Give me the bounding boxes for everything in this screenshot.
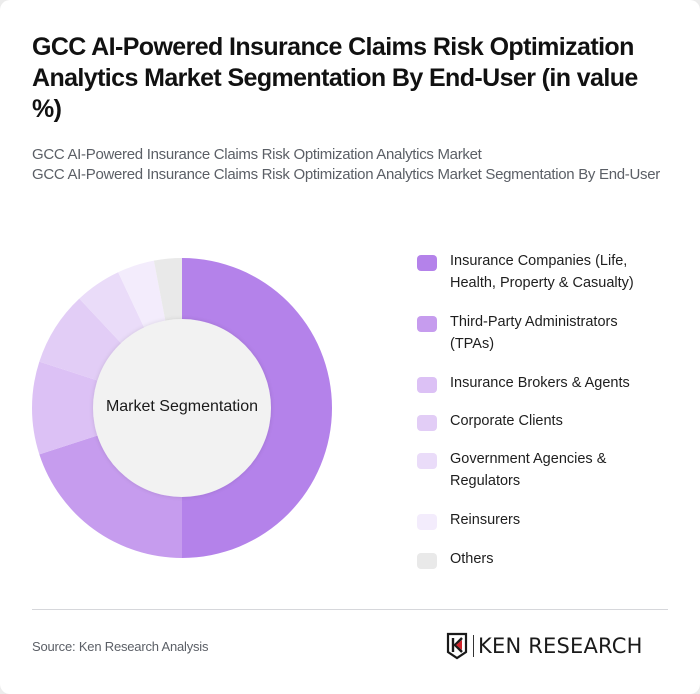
legend-label: Government Agencies & Regulators bbox=[450, 451, 607, 489]
legend-item-corporate-clients[interactable]: Corporate Clients bbox=[417, 410, 665, 432]
donut-slice-5[interactable] bbox=[79, 272, 145, 344]
legend-label: Reinsurers bbox=[450, 512, 521, 528]
donut-svg bbox=[32, 258, 332, 558]
legend-item-government-agencies[interactable]: Government Agencies & Regulators bbox=[417, 448, 665, 492]
source-note: Source: Ken Research Analysis bbox=[32, 639, 209, 654]
legend-item-reinsurers[interactable]: Reinsurers bbox=[417, 509, 665, 531]
legend-label: Third-Party Administrators (TPAs) bbox=[450, 314, 618, 352]
brand-name: KEN RESEARCH bbox=[478, 634, 643, 658]
donut-slice-1[interactable] bbox=[182, 258, 332, 558]
chart-subtitle: GCC AI-Powered Insurance Claims Risk Opt… bbox=[32, 145, 672, 185]
ken-research-shield-icon bbox=[446, 632, 468, 660]
legend-swatch bbox=[417, 415, 437, 431]
legend-label: Insurance Brokers & Agents bbox=[450, 375, 630, 391]
legend-label: Corporate Clients bbox=[450, 413, 563, 429]
legend-item-others[interactable]: Others bbox=[417, 548, 665, 570]
center-label: Market Segmentation bbox=[105, 398, 259, 415]
donut-slice-6[interactable] bbox=[118, 260, 166, 329]
legend-swatch bbox=[417, 316, 437, 332]
logo-divider bbox=[473, 635, 474, 657]
legend-swatch bbox=[417, 377, 437, 393]
donut-slice-3[interactable] bbox=[32, 361, 99, 455]
donut-hole bbox=[93, 319, 271, 497]
legend-item-brokers-agents[interactable]: Insurance Brokers & Agents bbox=[417, 372, 665, 394]
legend-swatch bbox=[417, 453, 437, 469]
donut-slice-7[interactable] bbox=[153, 258, 182, 322]
legend-item-tpas[interactable]: Third-Party Administrators (TPAs) bbox=[417, 311, 665, 355]
donut-slice-4[interactable] bbox=[39, 298, 122, 381]
legend-item-insurance-companies[interactable]: Insurance Companies (Life, Health, Prope… bbox=[417, 250, 665, 294]
subtitle-line-1: GCC AI-Powered Insurance Claims Risk Opt… bbox=[32, 146, 482, 163]
legend-swatch bbox=[417, 514, 437, 530]
donut-chart: Market Segmentation bbox=[0, 240, 370, 580]
subtitle-line-2: GCC AI-Powered Insurance Claims Risk Opt… bbox=[32, 166, 660, 183]
legend-swatch bbox=[417, 553, 437, 569]
legend-swatch bbox=[417, 255, 437, 271]
legend-label: Insurance Companies (Life, Health, Prope… bbox=[450, 253, 634, 291]
footer-divider bbox=[32, 609, 668, 610]
legend-label: Others bbox=[450, 551, 494, 567]
chart-title: GCC AI-Powered Insurance Claims Risk Opt… bbox=[32, 33, 638, 123]
ken-research-logo: KEN RESEARCH bbox=[446, 631, 643, 661]
donut-slice-2[interactable] bbox=[39, 435, 182, 558]
